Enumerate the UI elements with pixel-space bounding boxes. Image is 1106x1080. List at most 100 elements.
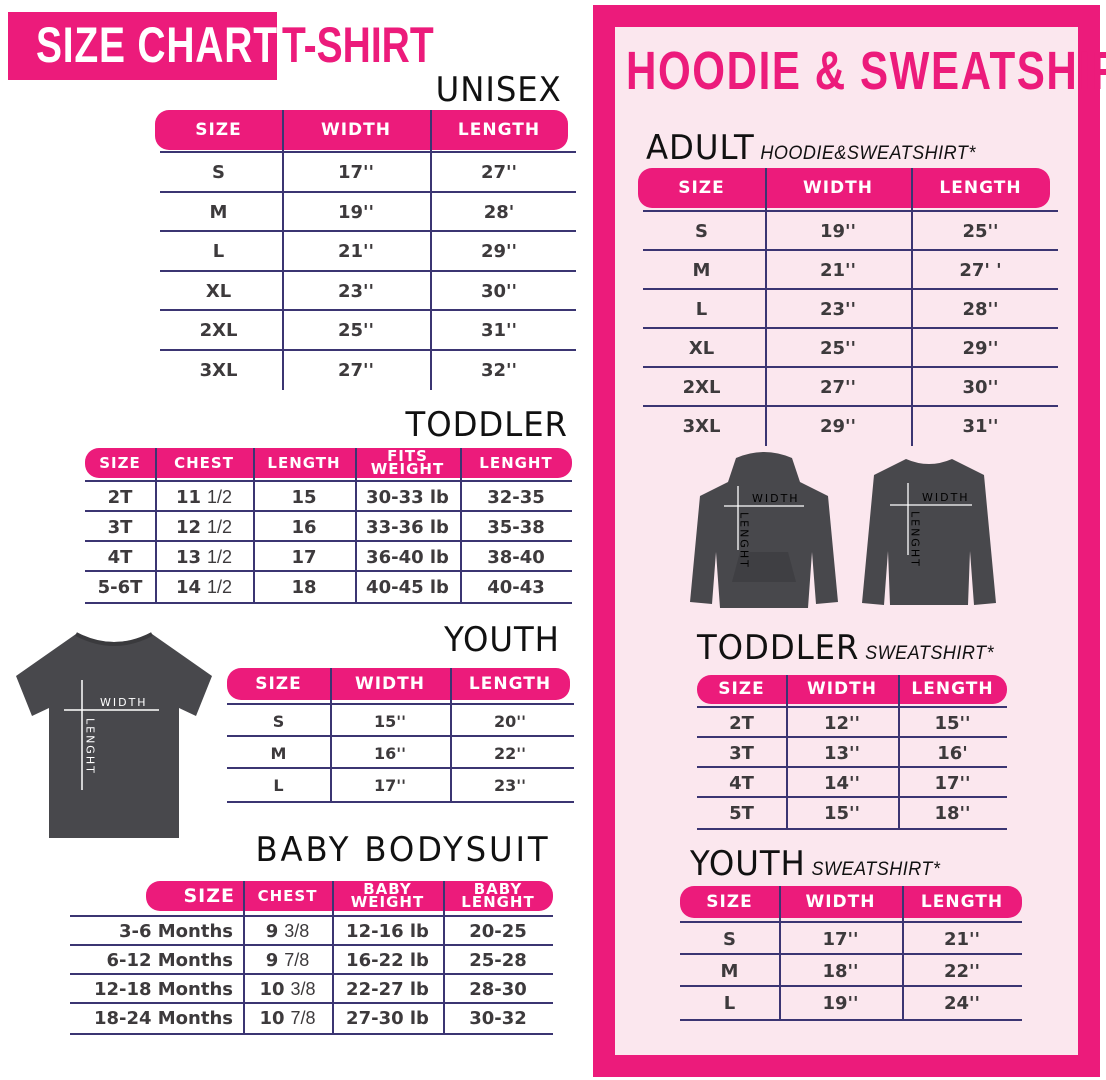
column-header: LENGTH: [267, 453, 341, 472]
column-divider: [779, 886, 781, 1019]
table-cell: 2XL: [199, 320, 238, 342]
column-header: LENGTH: [920, 891, 1004, 912]
sweatshirt-length-label: LENGHT: [909, 511, 922, 568]
row-divider: [160, 230, 576, 232]
table-cell: 2T: [729, 712, 754, 734]
table-cell: 18: [291, 576, 317, 598]
hoodie-width-label: WIDTH: [752, 492, 800, 505]
table-cell: 4T: [729, 772, 754, 794]
row-divider: [160, 348, 576, 351]
table-cell: 32'': [480, 359, 518, 381]
table-cell: 16'': [373, 743, 407, 763]
column-header: WIDTH: [354, 673, 425, 694]
youth-sweatshirt-title: YOUTH SWEATSHIRT*: [690, 844, 940, 884]
table-cell: 3T: [729, 742, 754, 764]
row-divider: [697, 766, 1007, 768]
table-header: SIZE CHEST BABY WEIGHT BABY LENGHT: [146, 881, 553, 911]
table-cell: 3XL: [682, 416, 721, 437]
table-cell: 18'': [934, 802, 971, 824]
fraction: 7/8: [290, 1008, 316, 1028]
table-cell: 5-6T: [97, 576, 143, 598]
column-header: SIZE: [706, 891, 753, 912]
table-cell: 35-38: [487, 516, 545, 538]
column-divider: [450, 668, 452, 801]
table-cell: M: [270, 743, 287, 763]
table-cell: 25'': [337, 320, 375, 342]
row-divider: [643, 327, 1058, 329]
row-divider: [70, 915, 553, 917]
column-header: LENGTH: [911, 679, 994, 700]
table-cell: 4T: [107, 546, 133, 568]
row-divider: [160, 309, 576, 311]
table-cell: M: [209, 201, 228, 223]
table-cell: 16': [937, 742, 968, 764]
table-cell: 13 1/2: [175, 546, 233, 568]
table-cell: 17: [291, 546, 317, 568]
table-cell: 20'': [493, 711, 527, 731]
adult-title: ADULT HOODIE&SWEATSHIRT*: [646, 128, 976, 168]
column-header: LENGTH: [457, 119, 541, 140]
table-cell: XL: [205, 280, 232, 302]
row-divider: [643, 249, 1058, 251]
column-header: LENGTH: [468, 673, 552, 694]
row-divider: [70, 1002, 553, 1004]
column-divider: [332, 881, 334, 1033]
column-header: FITS WEIGHT: [370, 447, 445, 478]
column-divider: [786, 675, 788, 828]
hoodie-title: HOODIE & SWEATSHIRT: [626, 41, 1106, 101]
table-cell: 27'': [819, 377, 857, 398]
row-divider: [160, 190, 576, 193]
width-label: WIDTH: [100, 696, 148, 709]
table-cell: 3T: [107, 516, 133, 538]
table-cell: 19'': [337, 201, 375, 223]
row-divider: [227, 767, 574, 769]
table-cell: 27'': [337, 359, 375, 381]
youth-title-text: YOUTH: [690, 844, 806, 884]
table-cell: 17'': [822, 928, 859, 950]
row-divider: [697, 828, 1007, 830]
table-cell: 31'': [480, 320, 518, 342]
table-cell: 30-32: [469, 1008, 527, 1029]
table-cell: 2XL: [682, 377, 721, 398]
table-cell: 24'': [943, 992, 981, 1014]
unisex-title: UNISEX: [435, 70, 562, 110]
table-cell: 36-40 lb: [366, 546, 449, 568]
column-divider: [330, 668, 332, 801]
table-cell: 38-40: [487, 546, 545, 568]
row-divider: [85, 540, 572, 542]
row-divider: [70, 1033, 553, 1035]
table-cell: 27' ': [959, 260, 1002, 281]
table-cell: 19'': [819, 221, 857, 242]
row-divider: [643, 405, 1058, 407]
table-cell: 27-30 lb: [346, 1008, 429, 1029]
row-divider: [85, 510, 572, 512]
table-cell: 11 1/2: [175, 486, 233, 508]
table-cell: 30-33 lb: [366, 486, 449, 508]
sweatshirt-image: WIDTH LENGHT: [862, 459, 996, 605]
column-header: CHEST: [257, 886, 318, 905]
row-divider: [643, 366, 1058, 368]
title-banner: [8, 12, 277, 80]
table-cell: 28': [483, 201, 515, 223]
table-cell: 27'': [480, 162, 518, 184]
table-cell: 9 7/8: [265, 950, 310, 971]
table-cell: 17'': [337, 162, 375, 184]
row-divider: [160, 151, 576, 153]
table-cell: 6-12 Months: [106, 950, 233, 971]
table-cell: 17'': [373, 775, 407, 795]
table-cell: 15'': [823, 802, 861, 824]
row-divider: [85, 602, 572, 604]
sweatshirt-width-label: WIDTH: [922, 491, 970, 504]
table-cell: 13'': [823, 742, 861, 764]
column-header: BABY LENGHT: [461, 880, 535, 911]
column-divider: [243, 881, 245, 1033]
column-header: CHEST: [174, 453, 234, 472]
table-cell: 21'': [943, 928, 981, 950]
fraction: 7/8: [284, 950, 310, 970]
table-cell: M: [692, 260, 711, 281]
column-divider: [155, 448, 157, 602]
table-cell: 32-35: [487, 486, 545, 508]
row-divider: [70, 973, 553, 975]
table-cell: 15: [291, 486, 317, 508]
column-divider: [253, 448, 255, 602]
